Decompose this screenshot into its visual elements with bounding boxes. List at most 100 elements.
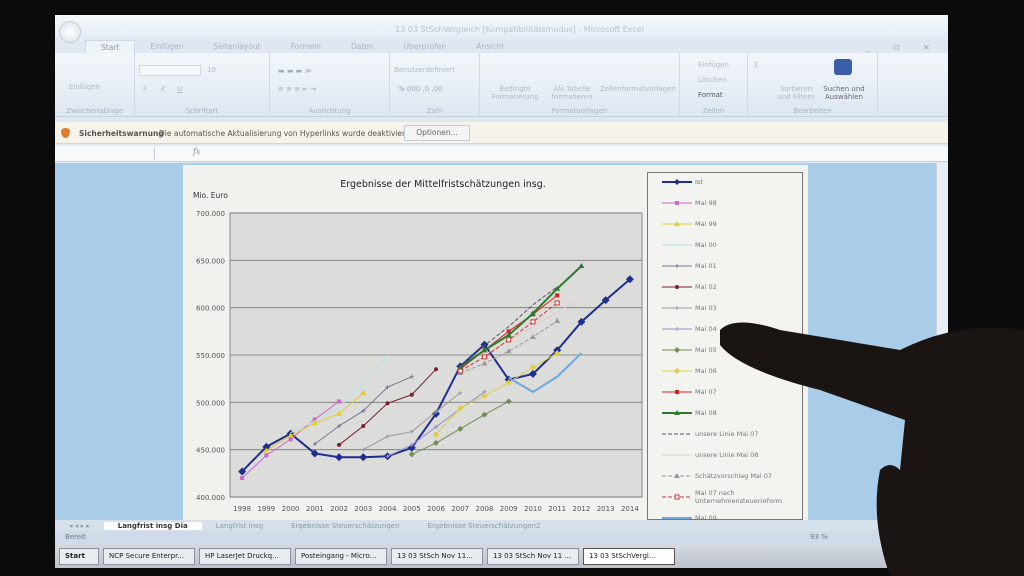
legend-item: Schätzvorschlag Mai 07 (662, 471, 772, 481)
x-tick-label: 2006 (427, 505, 445, 513)
legend-label: Mai 05 (695, 346, 717, 354)
group-label: Schriftart (185, 107, 219, 115)
data-point (530, 319, 536, 325)
taskbar-item[interactable]: 13 03 StSch Nov 11 ... (487, 547, 579, 565)
sheet-nav-arrows[interactable]: ◂ ◂ ▸ ▸ (69, 521, 90, 530)
legend-label: unsere Linie Mai 07 (695, 430, 759, 438)
taskbar-item[interactable]: 13 03 StSch Nov 11... (391, 547, 483, 565)
find-select-button[interactable]: Suchen und Auswählen (823, 85, 865, 101)
legend-item: Ist (662, 177, 703, 187)
data-point (409, 442, 414, 447)
series-line (459, 265, 583, 369)
x-tick-label: 1999 (257, 505, 275, 513)
data-point (457, 425, 464, 432)
tab-einfuegen[interactable]: Einfügen (150, 42, 184, 51)
data-point (506, 329, 511, 334)
system-tray[interactable] (728, 548, 948, 565)
data-point (434, 367, 438, 372)
taskbar: Start NCP Secure Enterpr... HP LaserJet … (55, 544, 948, 568)
chart[interactable]: Ergebnisse der Mittelfristschätzungen in… (183, 165, 808, 522)
data-point (361, 424, 366, 428)
series-line (290, 354, 388, 434)
fx-icon[interactable]: fx (193, 147, 201, 156)
legend-label: Mai 04 (695, 325, 717, 333)
data-point (311, 420, 318, 426)
sheet-tab[interactable]: Langfrist insg (215, 521, 264, 530)
x-tick-label: 2013 (597, 505, 615, 513)
name-box[interactable] (55, 147, 155, 160)
paste-button[interactable]: Einfügen (69, 83, 100, 91)
tab-ueberpruefen[interactable]: Überprüfen (403, 42, 447, 51)
options-button[interactable]: Optionen... (404, 125, 470, 141)
vertical-scrollbar[interactable] (936, 163, 948, 520)
x-tick-label: 2011 (548, 505, 566, 513)
worksheet: Ergebnisse der Mittelfristschätzungen in… (55, 163, 936, 522)
data-point (675, 285, 679, 289)
format-as-table-button[interactable]: Als Tabelle formatieren (551, 85, 593, 101)
ribbon-tabs: Start Einfügen Seitenlayout Formeln Date… (85, 40, 519, 54)
start-button[interactable]: Start (59, 547, 99, 565)
zoom-level[interactable]: 93 % (810, 533, 828, 541)
legend-label: Mai 08 (695, 409, 717, 417)
data-point (433, 440, 439, 447)
taskbar-item[interactable]: Posteingang - Micro... (295, 547, 387, 565)
underline-button[interactable]: U (177, 85, 183, 93)
tab-start[interactable]: Start (85, 40, 136, 54)
series-line (435, 352, 558, 435)
group-alignment: ▬ ▬ ▬ ≫ ≡ ≡ ≡ ⇤ ⇥ Ausrichtung (270, 53, 390, 117)
font-size-select[interactable]: 10 (207, 66, 216, 74)
x-tick-label: 2003 (354, 505, 372, 513)
title-bar: 13 03 StSchVergleich [Kompatibilitätsmod… (55, 15, 948, 43)
data-point (385, 434, 390, 439)
legend-swatch (662, 473, 692, 478)
x-tick-label: 2010 (524, 505, 542, 513)
series-mai-98 (240, 399, 342, 481)
tab-formeln[interactable]: Formeln (290, 42, 321, 51)
bold-button[interactable]: F (143, 85, 148, 93)
sheet-tab[interactable]: Ergebnisse Steuerschätzungen (291, 521, 400, 530)
legend-label: Mai 00 (695, 241, 717, 249)
sheet-tab[interactable]: Ergebnisse Steuerschätzungen2 (427, 521, 541, 530)
series-mai-99 (263, 389, 367, 453)
font-name-select[interactable] (139, 65, 201, 76)
taskbar-item[interactable]: NCP Secure Enterpr... (103, 547, 195, 565)
justify-icons[interactable]: ≡ ≡ ≡ ⇤ ⇥ (278, 85, 317, 93)
delete-cells-button[interactable]: Löschen (698, 76, 727, 84)
legend-label: Mai 02 (695, 283, 717, 291)
taskbar-item[interactable]: 13 03 StSchVergl... (583, 547, 675, 565)
data-point (555, 293, 560, 298)
legend-label: Schätzvorschlag Mai 07 (695, 472, 773, 480)
data-point (385, 454, 390, 459)
data-point (434, 409, 438, 414)
sort-filter-button[interactable]: Sortieren und Filtern (777, 85, 815, 101)
window-controls[interactable]: _ ▫ × (866, 43, 940, 53)
number-format-select[interactable]: Benutzerdefiniert (394, 66, 455, 74)
legend-label: Mai 03 (695, 304, 717, 312)
align-icons[interactable]: ▬ ▬ ▬ ≫ (278, 67, 312, 75)
group-label: Bearbeiten (793, 107, 832, 115)
data-point (675, 201, 679, 205)
data-point (675, 327, 679, 331)
sum-icon[interactable]: Σ (754, 61, 759, 69)
data-point (675, 390, 679, 394)
insert-cells-button[interactable]: Einfügen (698, 61, 729, 69)
legend-label: unsere Linie Mai 08 (695, 451, 759, 459)
italic-button[interactable]: K (161, 85, 166, 93)
binoculars-icon (834, 59, 852, 75)
number-format-icons[interactable]: % 000 ,0 ,00 (398, 85, 443, 93)
tab-daten[interactable]: Daten (350, 42, 374, 51)
data-point (554, 317, 561, 323)
tab-seitenlayout[interactable]: Seitenlayout (213, 42, 261, 51)
data-point (674, 410, 680, 415)
legend-swatch (662, 368, 692, 374)
sheet-tab[interactable]: Langfrist insg Dia (103, 521, 202, 530)
data-point (409, 429, 414, 434)
format-cells-button[interactable]: Format (698, 91, 723, 99)
office-button[interactable] (59, 21, 81, 43)
cell-styles-button[interactable]: Zellenformatvorlagen (600, 85, 676, 93)
data-point (480, 340, 489, 349)
data-point (674, 494, 680, 500)
tab-ansicht[interactable]: Ansicht (476, 42, 504, 51)
conditional-formatting-button[interactable]: Bedingte Formatierung (491, 85, 539, 101)
taskbar-item[interactable]: HP LaserJet Druckq... (199, 547, 291, 565)
